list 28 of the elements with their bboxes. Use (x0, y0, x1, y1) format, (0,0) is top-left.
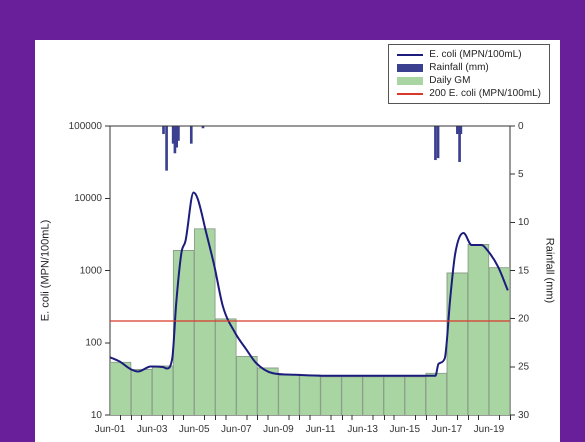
x-tick-label: Jun-11 (306, 424, 336, 435)
legend-label: Daily GM (429, 75, 470, 86)
y-tick-label: 100 (85, 338, 102, 348)
y-tick-label: 1000 (80, 265, 102, 276)
x-tick-label: Jun-05 (178, 424, 210, 435)
legend-label: E. coli (MPN/100mL) (429, 49, 522, 60)
y2-tick-label: 20 (518, 313, 530, 324)
x-tick-label: Jun-01 (94, 424, 126, 435)
x-tick-label: Jun-07 (221, 424, 252, 435)
x-tick-label: Jun-15 (389, 424, 420, 435)
y2-tick-label: 30 (518, 410, 530, 421)
x-tick-label: Jun-19 (474, 424, 505, 435)
y-tick-label: 10000 (74, 193, 102, 204)
x-tick-label: Jun-13 (347, 424, 378, 435)
y2-tick-label: 10 (518, 217, 530, 228)
legend-label: 200 E. coli (MPN/100mL) (429, 88, 541, 99)
y2-tick-label: 25 (518, 362, 530, 373)
y2-tick-label: 0 (518, 120, 524, 132)
x-tick-label: Jun-17 (432, 424, 463, 435)
x-tick-label: Jun-03 (136, 424, 168, 435)
y-axis-title: E. coli (MPN/100mL) (40, 220, 52, 322)
y2-tick-label: 15 (518, 265, 530, 276)
y2-tick-label: 5 (518, 168, 524, 180)
y2-axis-title: Rainfall (mm) (543, 238, 556, 304)
legend-label: Rainfall (mm) (429, 62, 489, 73)
y-tick-label: 10 (90, 410, 102, 421)
y-tick-label: 100000 (68, 120, 102, 132)
x-tick-label: Jun-09 (263, 424, 294, 435)
